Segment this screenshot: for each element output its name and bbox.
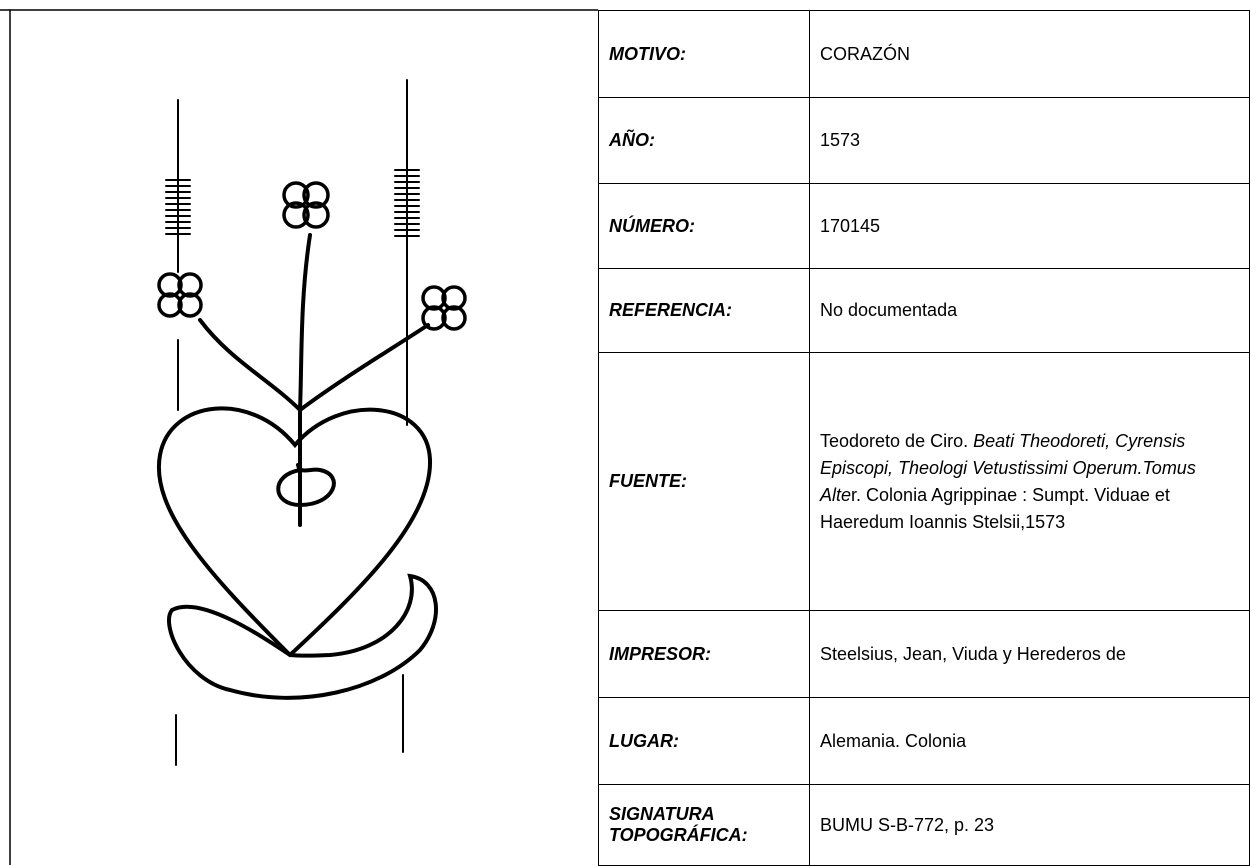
field-label: AÑO: xyxy=(598,97,810,184)
row: FUENTE: Teodoreto de Ciro. Beati Theodore… xyxy=(598,352,1250,611)
field-value: BUMU S-B-772, p. 23 xyxy=(809,784,1250,866)
field-value: No documentada xyxy=(809,268,1250,353)
field-label: LUGAR: xyxy=(598,697,810,785)
field-value: Alemania. Colonia xyxy=(809,697,1250,785)
row: SIGNATURA TOPOGRÁFICA: BUMU S-B-772, p. 2… xyxy=(598,784,1250,866)
field-value: Teodoreto de Ciro. Beati Theodoreti, Cyr… xyxy=(809,352,1250,611)
text-segment: Teodoreto de Ciro. xyxy=(820,430,974,451)
row: NÚMERO: 170145 xyxy=(598,183,1250,269)
field-label: MOTIVO: xyxy=(598,10,810,98)
record-table: MOTIVO: CORAZÓN AÑO: 1573 NÚMERO: 170145 REFER… xyxy=(598,10,1250,866)
field-value: 170145 xyxy=(809,183,1250,269)
text-segment: r. Colonia Agrippinae : Sumpt. Viduae et… xyxy=(820,484,1170,532)
field-label: SIGNATURA TOPOGRÁFICA: xyxy=(598,784,810,866)
field-value: 1573 xyxy=(809,97,1250,184)
field-label: NÚMERO: xyxy=(598,183,810,269)
row: AÑO: 1573 xyxy=(598,97,1250,184)
field-label: IMPRESOR: xyxy=(598,610,810,698)
text-segment: Beati Theodoreti, Cyrensis Episcopi, The… xyxy=(820,430,1196,505)
row: REFERENCIA: No documentada xyxy=(598,268,1250,353)
field-label: REFERENCIA: xyxy=(598,268,810,353)
row: LUGAR: Alemania. Colonia xyxy=(598,697,1250,785)
field-label: FUENTE: xyxy=(598,352,810,611)
field-value: Steelsius, Jean, Viuda y Herederos de xyxy=(809,610,1250,698)
field-value: CORAZÓN xyxy=(809,10,1250,98)
row: MOTIVO: CORAZÓN xyxy=(598,10,1250,98)
row: IMPRESOR: Steelsius, Jean, Viuda y Herede… xyxy=(598,610,1250,698)
watermark-drawing xyxy=(0,9,598,865)
